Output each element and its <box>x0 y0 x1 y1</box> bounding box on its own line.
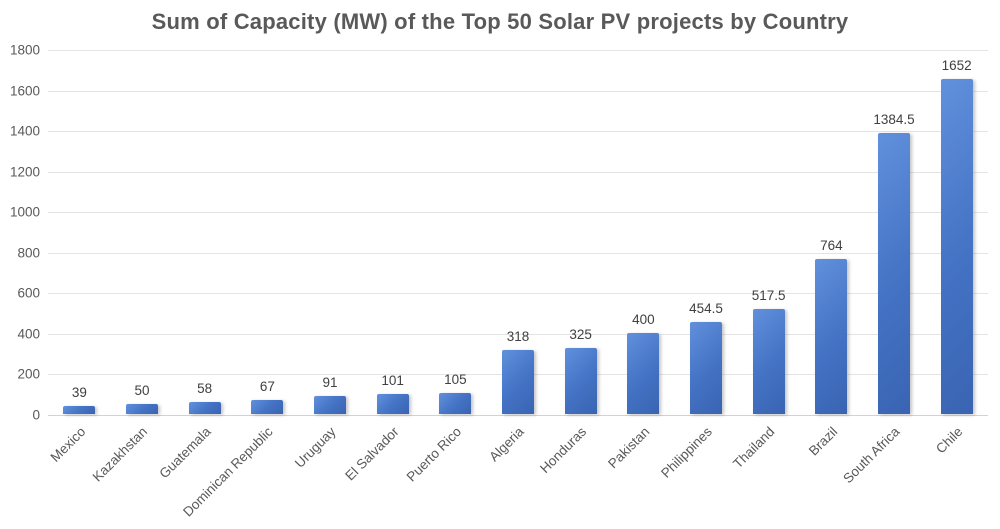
data-label-south-africa: 1384.5 <box>873 112 915 128</box>
y-axis-tick-label: 1000 <box>9 204 40 220</box>
y-axis-tick-label: 0 <box>32 407 40 423</box>
bar-honduras <box>564 348 597 414</box>
y-axis-tick-label: 800 <box>17 245 40 261</box>
bar-mexico <box>63 406 96 414</box>
y-axis-tick-label: 1600 <box>9 83 40 99</box>
data-label-chile: 1652 <box>941 58 972 74</box>
data-label-honduras: 325 <box>569 327 592 343</box>
bar-puerto-rico <box>439 392 472 414</box>
bar-chile <box>940 79 973 414</box>
x-axis-label-philippines: Philippines <box>657 424 715 481</box>
data-label-algeria: 318 <box>506 328 530 344</box>
plot-area: 0 200 400 600 800 1000 1200 1400 1600 1800 39 Mexic… <box>10 43 988 520</box>
x-axis-label-algeria: Algeria <box>486 424 527 465</box>
data-label-puerto-rico: 105 <box>444 371 467 387</box>
x-axis-label-south-africa: South Africa <box>840 424 903 487</box>
x-axis-label-pakistan: Pakistan <box>604 424 652 472</box>
data-label-mexico: 39 <box>71 385 87 401</box>
x-axis-label-guatemala: Guatemala <box>155 424 214 482</box>
x-axis-label-el-salvador: El Salvador <box>341 424 402 484</box>
gridline <box>48 293 988 295</box>
gridline <box>48 333 988 335</box>
bar-philippines <box>690 321 722 414</box>
bar-guatemala <box>188 402 221 414</box>
x-axis-label-puerto-rico: Puerto Rico <box>403 424 464 485</box>
data-label-el-salvador: 101 <box>381 372 404 388</box>
y-axis-tick-label: 1400 <box>9 123 40 139</box>
data-label-kazakhstan: 50 <box>134 382 150 398</box>
x-axis-line <box>48 415 988 416</box>
bar-south-africa <box>878 133 910 414</box>
y-axis-tick-label: 200 <box>17 366 40 382</box>
y-axis-tick-label: 600 <box>17 285 40 301</box>
bar-uruguay <box>314 395 346 414</box>
x-axis-label-brazil: Brazil <box>805 424 840 459</box>
y-axis-tick-label: 1800 <box>9 42 40 58</box>
data-label-pakistan: 400 <box>632 311 655 327</box>
x-axis-label-chile: Chile <box>932 424 966 457</box>
gridline <box>48 252 988 254</box>
gridline <box>48 212 988 214</box>
data-label-uruguay: 91 <box>322 374 338 390</box>
bar-el-salvador <box>376 393 409 414</box>
data-label-philippines: 454.5 <box>689 300 723 316</box>
bar-pakistan <box>627 332 660 414</box>
x-axis-label-thailand: Thailand <box>730 424 778 472</box>
x-axis-label-uruguay: Uruguay <box>291 424 339 471</box>
gridline <box>48 131 988 133</box>
bar-dominican-republic <box>251 400 284 414</box>
bar-thailand <box>752 309 785 414</box>
gridline <box>48 171 988 173</box>
bar-kazakhstan <box>126 403 158 414</box>
data-label-dominican-republic: 67 <box>259 379 275 395</box>
data-label-guatemala: 58 <box>197 381 213 397</box>
bar-brazil <box>815 259 848 414</box>
x-axis-label-kazakhstan: Kazakhstan <box>90 424 151 485</box>
x-axis-label-mexico: Mexico <box>47 424 88 465</box>
data-label-brazil: 764 <box>820 238 843 254</box>
gridline <box>48 50 988 51</box>
y-axis-tick-label: 1200 <box>9 164 40 180</box>
y-axis-tick-label: 400 <box>17 326 40 342</box>
x-axis-label-honduras: Honduras <box>537 424 590 477</box>
chart-title: Sum of Capacity (MW) of the Top 50 Solar… <box>151 9 849 34</box>
data-label-thailand: 517.5 <box>751 288 786 304</box>
gridline <box>48 90 988 92</box>
bar-algeria <box>502 349 534 414</box>
